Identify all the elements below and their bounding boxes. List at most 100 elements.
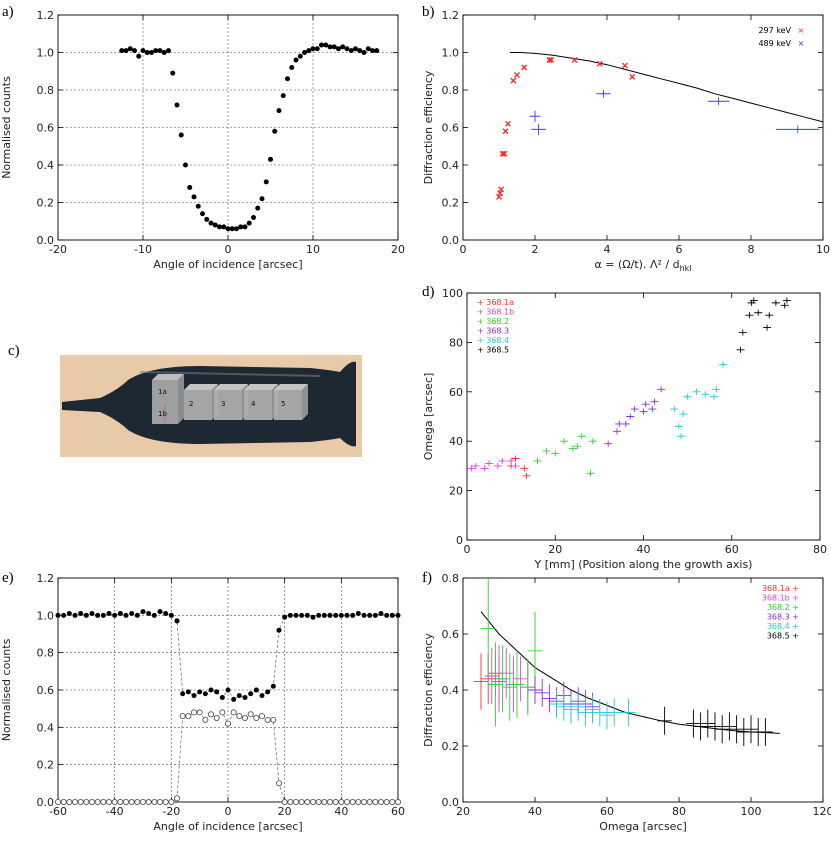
crystal-box-4: 4 — [244, 384, 278, 420]
data-point — [327, 799, 332, 804]
data-point — [231, 697, 236, 702]
data-point — [221, 224, 226, 229]
data-point — [163, 611, 168, 616]
data-point — [90, 611, 95, 616]
data-point — [243, 695, 248, 700]
data-point — [112, 799, 117, 804]
legend-label: 368.3 + — [767, 613, 799, 622]
data-point — [745, 312, 753, 318]
data-point — [315, 46, 320, 51]
data-point — [571, 693, 585, 721]
data-point — [316, 799, 321, 804]
x-tick-label: 20 — [391, 243, 405, 256]
y-tick-label: 0.4 — [442, 159, 460, 172]
crystal-box-2: 2 — [184, 384, 218, 420]
y-tick-label: 0.0 — [37, 796, 55, 809]
data-point — [737, 347, 745, 353]
x-tick-label: 60 — [600, 805, 614, 818]
data-point — [336, 46, 341, 51]
data-point — [158, 609, 163, 614]
data-point — [349, 48, 354, 53]
data-point — [294, 58, 299, 63]
x-tick-label: 0 — [225, 243, 232, 256]
box-label-1a: 1a — [158, 388, 167, 396]
x-tick-label: 8 — [748, 243, 755, 256]
data-point — [84, 799, 89, 804]
data-point — [677, 433, 685, 439]
x-tick-label: 2 — [532, 243, 539, 256]
data-point — [542, 448, 550, 454]
data-point — [259, 714, 264, 719]
data-point — [214, 715, 219, 720]
data-point — [95, 613, 100, 618]
y-axis-label: Diffraction efficiency — [422, 633, 435, 747]
data-point — [498, 458, 506, 464]
data-point — [166, 48, 171, 53]
data-point — [157, 799, 162, 804]
data-point — [265, 717, 270, 722]
data-point — [378, 799, 383, 804]
data-point — [534, 458, 542, 464]
data-point — [613, 428, 621, 434]
data-point — [197, 689, 202, 694]
data-point — [701, 391, 709, 397]
data-point — [72, 799, 77, 804]
data-point — [209, 688, 214, 693]
data-point — [118, 799, 123, 804]
data-point — [67, 611, 72, 616]
y-tick-label: 0.4 — [37, 159, 55, 172]
panel-label-d: d) — [422, 284, 435, 300]
data-point — [350, 799, 355, 804]
data-point — [254, 688, 259, 693]
data-point — [783, 297, 791, 303]
data-point — [374, 48, 379, 53]
data-point — [684, 394, 692, 400]
data-point — [272, 129, 277, 134]
series-489-keV — [530, 90, 820, 135]
legend-label: + 368.4 — [477, 336, 509, 345]
data-point — [243, 224, 248, 229]
data-point — [128, 46, 133, 51]
x-tick-label: 80 — [672, 805, 686, 818]
data-point — [264, 179, 269, 184]
legend-marker: × — [798, 26, 805, 35]
data-point — [630, 74, 635, 79]
data-point — [271, 684, 276, 689]
data-point — [353, 46, 358, 51]
data-point — [390, 799, 395, 804]
data-point — [712, 386, 720, 392]
data-point — [135, 613, 140, 618]
data-point — [204, 217, 209, 222]
data-point — [285, 76, 290, 81]
data-point — [180, 691, 185, 696]
data-point — [260, 196, 265, 201]
data-point — [373, 799, 378, 804]
data-point — [209, 221, 214, 226]
data-point — [589, 438, 597, 444]
legend-label: 489 keV — [758, 39, 791, 48]
data-point — [710, 394, 718, 400]
x-tick-label: 4 — [604, 243, 611, 256]
y-tick-label: 0.6 — [37, 684, 55, 697]
data-point — [214, 689, 219, 694]
data-point — [255, 206, 260, 211]
legend-label: + 368.1a — [477, 298, 514, 307]
data-point — [146, 799, 151, 804]
data-point — [107, 611, 112, 616]
data-point — [670, 406, 678, 412]
legend-label: 368.1a + — [762, 584, 799, 593]
data-point — [225, 721, 230, 726]
legend-marker: × — [798, 39, 805, 48]
data-point — [174, 796, 179, 801]
x-tick-label: 20 — [278, 805, 292, 818]
data-point — [528, 676, 542, 704]
data-point — [251, 215, 256, 220]
legend-label: + 368.2 — [477, 317, 509, 326]
data-point — [136, 54, 141, 59]
data-point — [237, 714, 242, 719]
data-point — [763, 325, 771, 331]
data-point — [499, 648, 513, 698]
data-point — [89, 799, 94, 804]
